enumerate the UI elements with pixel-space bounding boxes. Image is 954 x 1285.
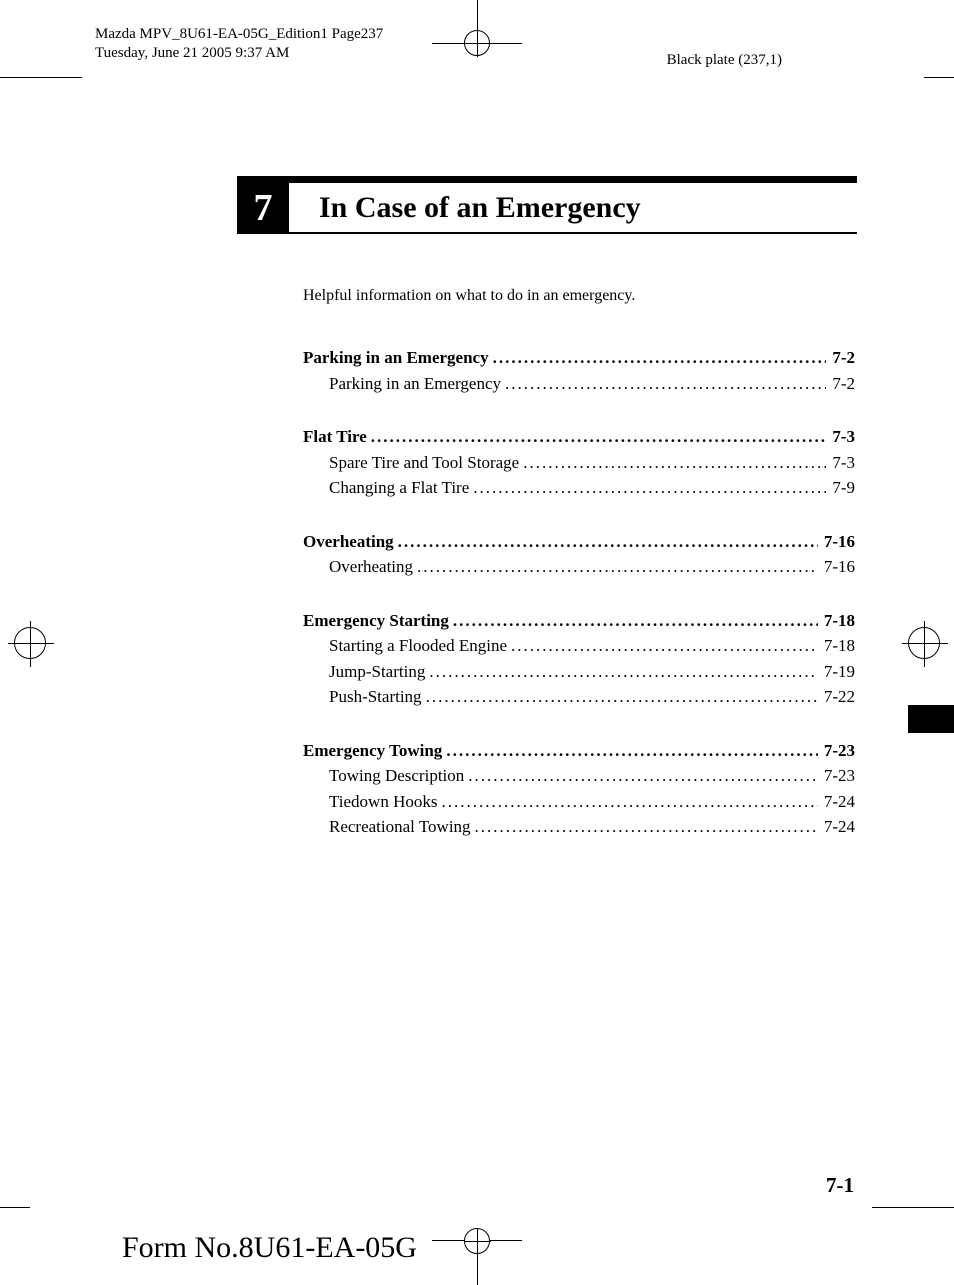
toc-heading: Parking in an Emergency 7-2 — [303, 345, 855, 371]
toc-heading: Flat Tire 7-3 — [303, 424, 855, 450]
toc-heading: Emergency Towing 7-23 — [303, 738, 855, 764]
toc-label: Parking in an Emergency — [329, 371, 501, 397]
toc-section: Flat Tire 7-3 Spare Tire and Tool Storag… — [303, 424, 855, 501]
rule-icon — [237, 176, 857, 183]
toc-label: Parking in an Emergency — [303, 345, 489, 371]
doc-line-1: Mazda MPV_8U61-EA-05G_Edition1 Page237 — [95, 25, 383, 44]
registration-mark-icon — [908, 627, 940, 659]
toc-item: Push-Starting 7-22 — [303, 684, 855, 710]
leader-dots-icon — [367, 424, 827, 450]
toc-item: Parking in an Emergency 7-2 — [303, 371, 855, 397]
toc-label: Towing Description — [329, 763, 464, 789]
toc-page: 7-9 — [826, 475, 855, 501]
chapter-subtitle: Helpful information on what to do in an … — [303, 287, 635, 305]
toc-label: Starting a Flooded Engine — [329, 633, 507, 659]
crop-mark-icon — [0, 77, 82, 78]
toc-page: 7-24 — [818, 789, 855, 815]
leader-dots-icon — [471, 814, 818, 840]
leader-dots-icon — [464, 763, 818, 789]
toc-label: Emergency Starting — [303, 608, 449, 634]
toc-section: Emergency Towing 7-23 Towing Description… — [303, 738, 855, 840]
toc-label: Spare Tire and Tool Storage — [329, 450, 519, 476]
toc-item: Starting a Flooded Engine 7-18 — [303, 633, 855, 659]
form-number: Form No.8U61-EA-05G — [122, 1231, 417, 1265]
page-number: 7-1 — [826, 1173, 854, 1198]
crop-mark-icon — [0, 1207, 30, 1208]
leader-dots-icon — [422, 684, 818, 710]
toc-page: 7-23 — [818, 738, 855, 764]
toc-label: Overheating — [329, 554, 413, 580]
toc-section: Emergency Starting 7-18 Starting a Flood… — [303, 608, 855, 710]
toc-section: Parking in an Emergency 7-2 Parking in a… — [303, 345, 855, 396]
leader-dots-icon — [469, 475, 826, 501]
toc-page: 7-3 — [826, 450, 855, 476]
toc-page: 7-18 — [818, 633, 855, 659]
toc-page: 7-19 — [818, 659, 855, 685]
thumb-tab-icon — [908, 705, 954, 733]
rule-icon — [237, 232, 857, 234]
toc-label: Recreational Towing — [329, 814, 471, 840]
toc-item: Recreational Towing 7-24 — [303, 814, 855, 840]
toc-page: 7-16 — [818, 529, 855, 555]
leader-dots-icon — [507, 633, 818, 659]
crop-mark-icon — [872, 1207, 954, 1208]
leader-dots-icon — [413, 554, 818, 580]
chapter-header: 7 In Case of an Emergency — [237, 176, 857, 234]
crop-mark-icon — [924, 77, 954, 78]
leader-dots-icon — [519, 450, 826, 476]
doc-line-2: Tuesday, June 21 2005 9:37 AM — [95, 44, 383, 63]
toc-item: Spare Tire and Tool Storage 7-3 — [303, 450, 855, 476]
toc-page: 7-18 — [818, 608, 855, 634]
registration-mark-icon — [464, 30, 490, 56]
chapter-number: 7 — [237, 183, 289, 232]
toc-heading: Overheating 7-16 — [303, 529, 855, 555]
registration-mark-icon — [464, 1228, 490, 1254]
toc-page: 7-2 — [826, 371, 855, 397]
toc-item: Tiedown Hooks 7-24 — [303, 789, 855, 815]
leader-dots-icon — [437, 789, 817, 815]
toc-page: 7-23 — [818, 763, 855, 789]
toc-label: Push-Starting — [329, 684, 422, 710]
leader-dots-icon — [425, 659, 817, 685]
leader-dots-icon — [449, 608, 818, 634]
registration-mark-icon — [14, 627, 46, 659]
print-meta: Mazda MPV_8U61-EA-05G_Edition1 Page237 T… — [95, 25, 383, 63]
toc-item: Overheating 7-16 — [303, 554, 855, 580]
leader-dots-icon — [394, 529, 818, 555]
toc-item: Changing a Flat Tire 7-9 — [303, 475, 855, 501]
leader-dots-icon — [501, 371, 826, 397]
toc-label: Emergency Towing — [303, 738, 442, 764]
toc-label: Overheating — [303, 529, 394, 555]
toc-item: Jump-Starting 7-19 — [303, 659, 855, 685]
leader-dots-icon — [442, 738, 818, 764]
toc-section: Overheating 7-16 Overheating 7-16 — [303, 529, 855, 580]
black-plate-label: Black plate (237,1) — [667, 52, 782, 69]
toc-label: Jump-Starting — [329, 659, 425, 685]
chapter-title: In Case of an Emergency — [289, 183, 641, 232]
toc-page: 7-24 — [818, 814, 855, 840]
toc-label: Changing a Flat Tire — [329, 475, 469, 501]
toc-page: 7-3 — [826, 424, 855, 450]
toc-heading: Emergency Starting 7-18 — [303, 608, 855, 634]
toc-label: Flat Tire — [303, 424, 367, 450]
toc-page: 7-16 — [818, 554, 855, 580]
toc-page: 7-2 — [826, 345, 855, 371]
table-of-contents: Parking in an Emergency 7-2 Parking in a… — [303, 345, 855, 840]
toc-item: Towing Description 7-23 — [303, 763, 855, 789]
leader-dots-icon — [489, 345, 827, 371]
toc-page: 7-22 — [818, 684, 855, 710]
toc-label: Tiedown Hooks — [329, 789, 437, 815]
